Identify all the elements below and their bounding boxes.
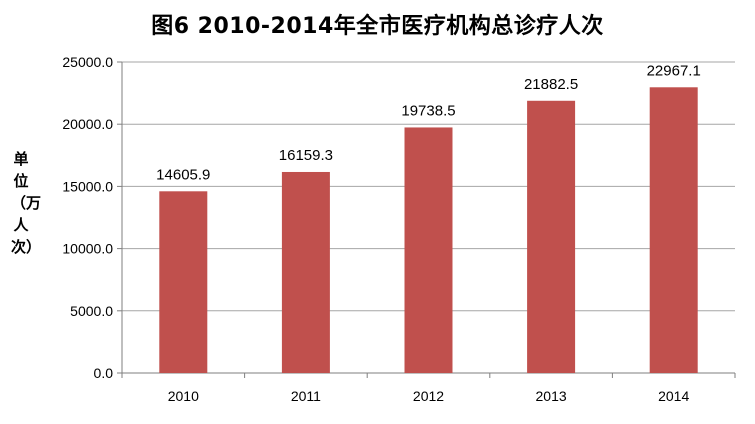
x-tick-label: 2011 xyxy=(291,388,321,404)
bar[interactable] xyxy=(281,171,330,373)
data-label: 19738.5 xyxy=(401,102,455,119)
y-tick-label: 25000.0 xyxy=(62,54,113,70)
x-tick-label: 2010 xyxy=(168,388,199,404)
y-tick-label: 15000.0 xyxy=(62,178,113,194)
data-label: 16159.3 xyxy=(279,147,333,164)
y-tick-label: 0.0 xyxy=(94,365,114,381)
x-tick-label: 2014 xyxy=(658,388,689,404)
bar[interactable] xyxy=(404,127,453,373)
x-tick-label: 2013 xyxy=(536,388,567,404)
data-label: 21882.5 xyxy=(524,76,578,93)
bar[interactable] xyxy=(159,191,208,373)
y-tick-label: 10000.0 xyxy=(62,241,113,257)
data-label: 14605.9 xyxy=(156,166,210,183)
y-tick-label: 5000.0 xyxy=(70,303,113,319)
chart-title: 图6 2010-2014年全市医疗机构总诊疗人次 xyxy=(151,14,604,39)
bar[interactable] xyxy=(527,100,576,373)
x-tick-label: 2012 xyxy=(413,388,444,404)
y-tick-label: 20000.0 xyxy=(62,116,113,132)
data-label: 22967.1 xyxy=(647,62,701,79)
bar[interactable] xyxy=(649,87,698,373)
